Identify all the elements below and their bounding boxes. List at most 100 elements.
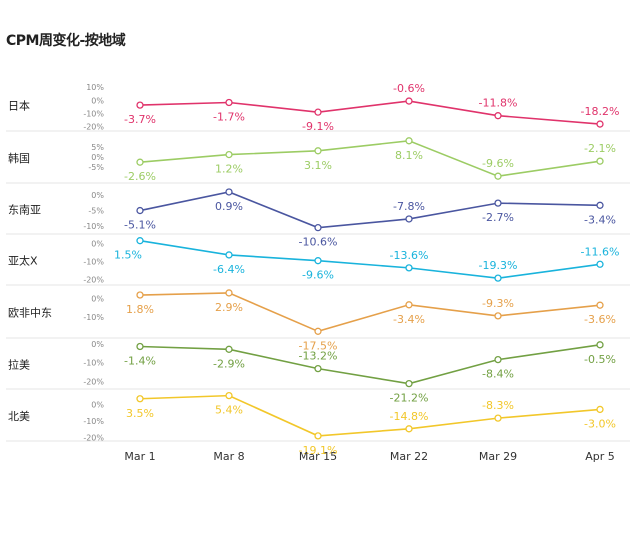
series-line [139,394,601,437]
data-label: -2.6% [124,170,156,183]
y-tick-label: -10% [83,313,104,322]
y-tick-label: 0% [91,153,104,162]
y-tick-label: 10% [86,83,104,92]
data-label: -9.6% [302,269,334,282]
data-point [136,291,144,299]
data-label: -6.4% [213,263,245,276]
y-tick-label: -10% [83,257,104,266]
data-label: -17.5% [299,339,338,352]
data-label: -8.3% [482,399,514,412]
y-tick-label: -10% [83,222,104,231]
data-point [314,257,322,265]
data-label: -13.2% [299,350,338,363]
y-tick-label: -5% [88,206,104,215]
region-label: 韩国 [8,151,30,165]
data-point [314,224,322,232]
data-point [596,405,604,414]
data-point [405,379,413,388]
data-point [494,199,502,207]
data-label: 0.9% [215,200,243,213]
data-point [494,312,502,320]
y-tick-label: 0% [91,340,104,349]
series-line [139,292,601,333]
data-label: -19.3% [479,259,518,272]
y-tick-label: 0% [91,96,104,105]
y-tick-label: -20% [83,377,104,386]
x-tick-label: Mar 1 [124,450,155,463]
data-point [596,341,604,349]
data-point [494,274,502,282]
data-label: 1.2% [215,163,243,176]
data-point [596,201,604,209]
data-point [405,264,413,272]
data-label: -0.6% [393,82,425,95]
data-label: -13.6% [390,249,429,262]
y-tick-label: 0% [91,191,104,200]
data-point [225,251,233,259]
data-point [405,301,413,309]
data-point [405,215,413,223]
data-label: -14.8% [390,410,429,423]
data-point [596,301,604,309]
x-tick-label: Apr 5 [585,450,615,463]
data-label: -2.9% [213,357,245,370]
y-tick-label: -20% [83,433,104,442]
region-label: 亚太X [8,255,38,268]
data-point [405,137,413,145]
data-label: -1.7% [213,110,245,123]
data-point [405,425,413,433]
data-label: -5.1% [124,219,156,232]
data-point [136,101,144,109]
data-label: 5.4% [215,404,243,417]
data-label: -7.8% [393,200,425,213]
series-line [139,191,601,229]
data-point [225,289,233,297]
data-label: -10.6% [299,236,338,249]
y-tick-label: -10% [83,359,104,368]
y-tick-label: 0% [91,401,104,410]
data-point [494,414,502,422]
data-label: -9.3% [482,297,514,310]
region-label: 欧非中东 [8,307,52,320]
data-label: -18.2% [581,105,620,118]
series-line [139,139,601,178]
data-label: -11.6% [581,245,620,258]
data-point [136,206,144,215]
data-label: 1.5% [114,249,142,262]
region-label: 拉美 [8,358,30,372]
data-point [225,345,233,353]
region-label: 日本 [8,99,30,113]
data-label: -3.0% [584,417,616,430]
y-tick-label: 5% [91,143,104,152]
data-label: -21.2% [390,392,429,405]
data-label: -0.5% [584,353,616,366]
y-tick-label: -10% [83,109,104,118]
data-point [494,172,502,180]
data-point [136,342,144,351]
series-line [139,344,601,385]
data-point [494,112,502,120]
data-point [136,395,144,403]
data-label: 8.1% [395,149,423,162]
data-label: -9.1% [302,120,334,133]
data-label: -2.7% [482,211,514,224]
region-label: 东南亚 [8,204,41,217]
x-tick-label: Mar 29 [479,450,517,463]
data-label: -1.4% [124,355,156,368]
data-point [596,260,604,268]
data-label: -2.1% [584,142,616,155]
data-label: -3.6% [584,313,616,326]
data-point [225,188,233,196]
data-point [314,108,322,116]
chart-title: CPM周变化-按地域 [6,33,126,49]
data-label: -3.4% [393,313,425,326]
x-tick-label: Mar 8 [213,450,244,463]
data-label: 3.5% [126,407,154,420]
data-label: -11.8% [479,97,518,110]
y-tick-label: -10% [83,417,104,426]
series-line [139,239,601,279]
data-label: -8.4% [482,368,514,381]
y-tick-label: -5% [88,163,104,172]
data-point [314,432,322,440]
